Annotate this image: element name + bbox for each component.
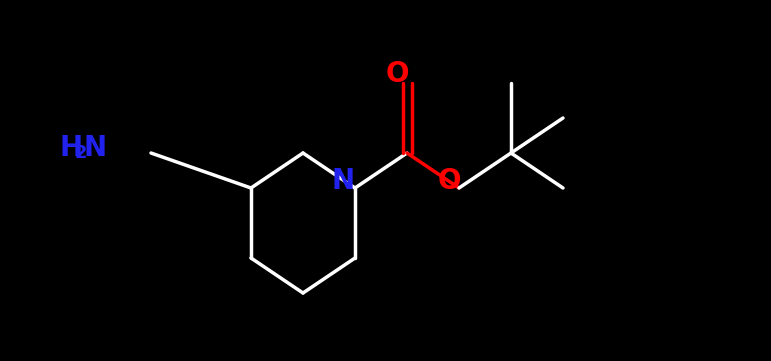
Text: H: H [60,134,83,162]
Text: O: O [437,167,461,195]
Text: N: N [83,134,106,162]
Text: O: O [386,60,409,88]
Text: 2: 2 [75,144,87,162]
Text: N: N [332,167,355,195]
